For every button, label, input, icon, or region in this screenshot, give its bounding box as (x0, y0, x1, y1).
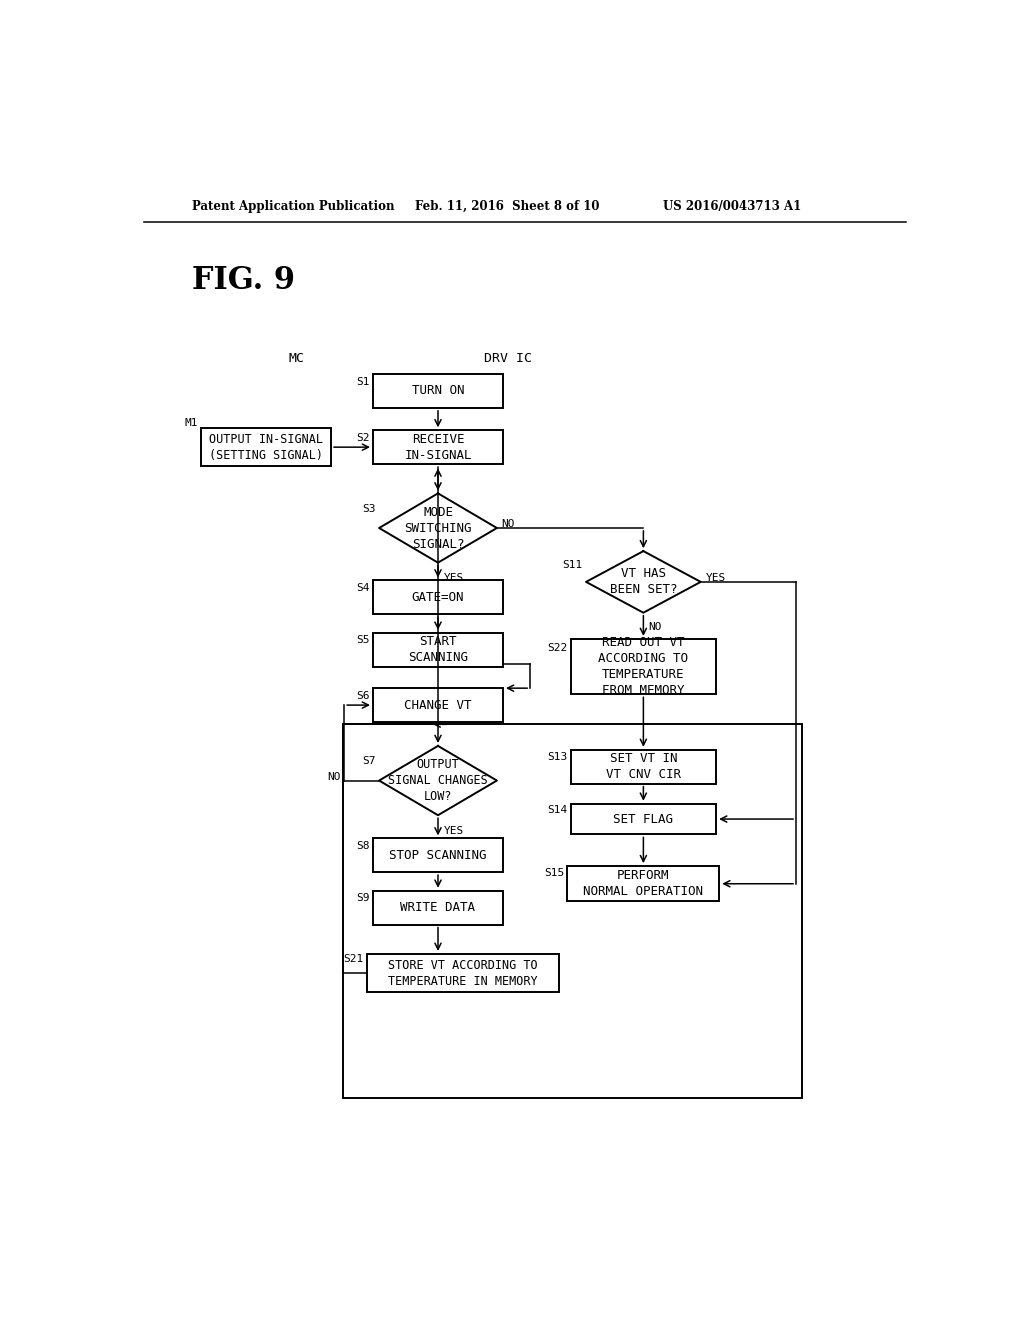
Text: YES: YES (706, 573, 726, 583)
Text: SET FLAG: SET FLAG (613, 813, 674, 825)
Text: START
SCANNING: START SCANNING (408, 635, 468, 664)
Text: US 2016/0043713 A1: US 2016/0043713 A1 (663, 199, 801, 213)
Text: NO: NO (502, 519, 515, 529)
Text: S11: S11 (562, 560, 583, 570)
Polygon shape (379, 746, 497, 816)
FancyBboxPatch shape (373, 581, 503, 614)
Text: MODE
SWITCHING
SIGNAL?: MODE SWITCHING SIGNAL? (404, 506, 472, 550)
Text: S14: S14 (547, 805, 567, 814)
Text: S15: S15 (544, 869, 564, 878)
FancyBboxPatch shape (567, 866, 719, 902)
Text: S5: S5 (356, 635, 370, 645)
FancyBboxPatch shape (570, 804, 716, 834)
Text: NO: NO (328, 772, 341, 781)
Text: S21: S21 (343, 954, 364, 965)
Text: OUTPUT
SIGNAL CHANGES
LOW?: OUTPUT SIGNAL CHANGES LOW? (388, 758, 487, 803)
FancyBboxPatch shape (373, 688, 503, 722)
Text: S2: S2 (356, 433, 370, 444)
Text: RECEIVE
IN-SIGNAL: RECEIVE IN-SIGNAL (404, 433, 472, 462)
Text: S13: S13 (547, 752, 567, 763)
FancyBboxPatch shape (373, 838, 503, 873)
Text: PERFORM
NORMAL OPERATION: PERFORM NORMAL OPERATION (584, 870, 703, 898)
Text: CHANGE VT: CHANGE VT (404, 698, 472, 711)
Text: MC: MC (289, 352, 305, 366)
Text: SET VT IN
VT CNV CIR: SET VT IN VT CNV CIR (606, 752, 681, 781)
Polygon shape (379, 494, 497, 562)
FancyBboxPatch shape (570, 750, 716, 784)
Text: VT HAS
BEEN SET?: VT HAS BEEN SET? (609, 568, 677, 597)
Text: FIG. 9: FIG. 9 (191, 264, 295, 296)
Polygon shape (586, 552, 700, 612)
Text: S6: S6 (356, 690, 370, 701)
Text: M1: M1 (184, 417, 198, 428)
Text: STORE VT ACCORDING TO
TEMPERATURE IN MEMORY: STORE VT ACCORDING TO TEMPERATURE IN MEM… (388, 958, 538, 987)
Text: READ OUT VT
ACCORDING TO
TEMPERATURE
FROM MEMORY: READ OUT VT ACCORDING TO TEMPERATURE FRO… (598, 636, 688, 697)
Text: NO: NO (648, 622, 662, 631)
Text: GATE=ON: GATE=ON (412, 591, 464, 603)
FancyBboxPatch shape (570, 639, 716, 694)
FancyBboxPatch shape (373, 891, 503, 924)
Text: S8: S8 (356, 841, 370, 851)
Text: OUTPUT IN-SIGNAL
(SETTING SIGNAL): OUTPUT IN-SIGNAL (SETTING SIGNAL) (209, 433, 323, 462)
Text: WRITE DATA: WRITE DATA (400, 902, 475, 915)
Text: S22: S22 (547, 643, 567, 653)
Text: DRV IC: DRV IC (483, 352, 531, 366)
Text: S1: S1 (356, 376, 370, 387)
Text: Feb. 11, 2016  Sheet 8 of 10: Feb. 11, 2016 Sheet 8 of 10 (415, 199, 599, 213)
FancyBboxPatch shape (373, 374, 503, 408)
FancyBboxPatch shape (201, 428, 331, 466)
Text: S9: S9 (356, 894, 370, 903)
Text: STOP SCANNING: STOP SCANNING (389, 849, 486, 862)
Text: S7: S7 (362, 756, 376, 767)
Text: YES: YES (444, 825, 465, 836)
Text: TURN ON: TURN ON (412, 384, 464, 397)
FancyBboxPatch shape (367, 954, 559, 993)
Text: S4: S4 (356, 583, 370, 593)
Text: S3: S3 (362, 504, 376, 513)
Text: Patent Application Publication: Patent Application Publication (191, 199, 394, 213)
FancyBboxPatch shape (373, 430, 503, 465)
Text: YES: YES (444, 573, 465, 583)
FancyBboxPatch shape (373, 632, 503, 667)
